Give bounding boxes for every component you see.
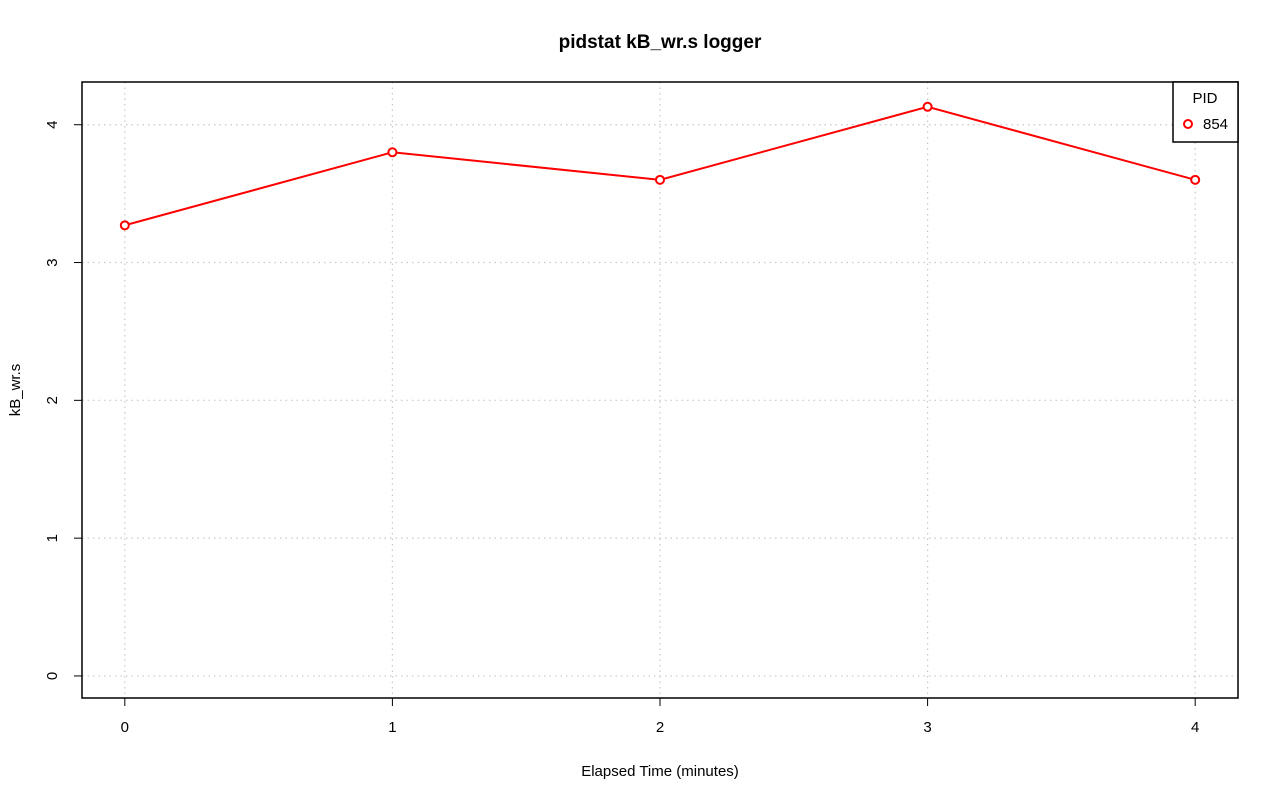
plot-frame	[81, 81, 1239, 699]
x-axis-label: Elapsed Time (minutes)	[581, 763, 739, 780]
y-tick-label: 4	[44, 121, 61, 129]
y-tick-label: 1	[44, 534, 61, 542]
axes: 0 1 2 3 4 0 1 2 3 4	[44, 121, 1199, 736]
x-tick-label: 4	[1191, 719, 1199, 736]
data-point	[387, 147, 398, 158]
x-tick-label: 3	[923, 719, 931, 736]
legend-marker-854	[1183, 119, 1193, 129]
x-tick-label: 2	[656, 719, 664, 736]
legend-label-854: 854	[1203, 116, 1228, 133]
x-tick-label: 1	[388, 719, 396, 736]
legend: PID 854	[1172, 81, 1239, 143]
grid	[82, 82, 1238, 698]
data-point	[655, 174, 665, 185]
data-point	[922, 101, 933, 112]
y-tick-label: 0	[44, 672, 61, 680]
series-layer	[119, 101, 1201, 231]
y-tick-label: 2	[44, 396, 61, 404]
x-tick-label: 0	[121, 719, 129, 736]
legend-title: PID	[1192, 90, 1217, 107]
data-point	[1190, 174, 1201, 185]
y-tick-label: 3	[44, 258, 61, 266]
y-axis-label: kB_wr.s	[7, 364, 24, 417]
legend-box	[1172, 81, 1239, 143]
data-point	[119, 220, 130, 231]
chart-title: pidstat kB_wr.s logger	[559, 32, 762, 53]
